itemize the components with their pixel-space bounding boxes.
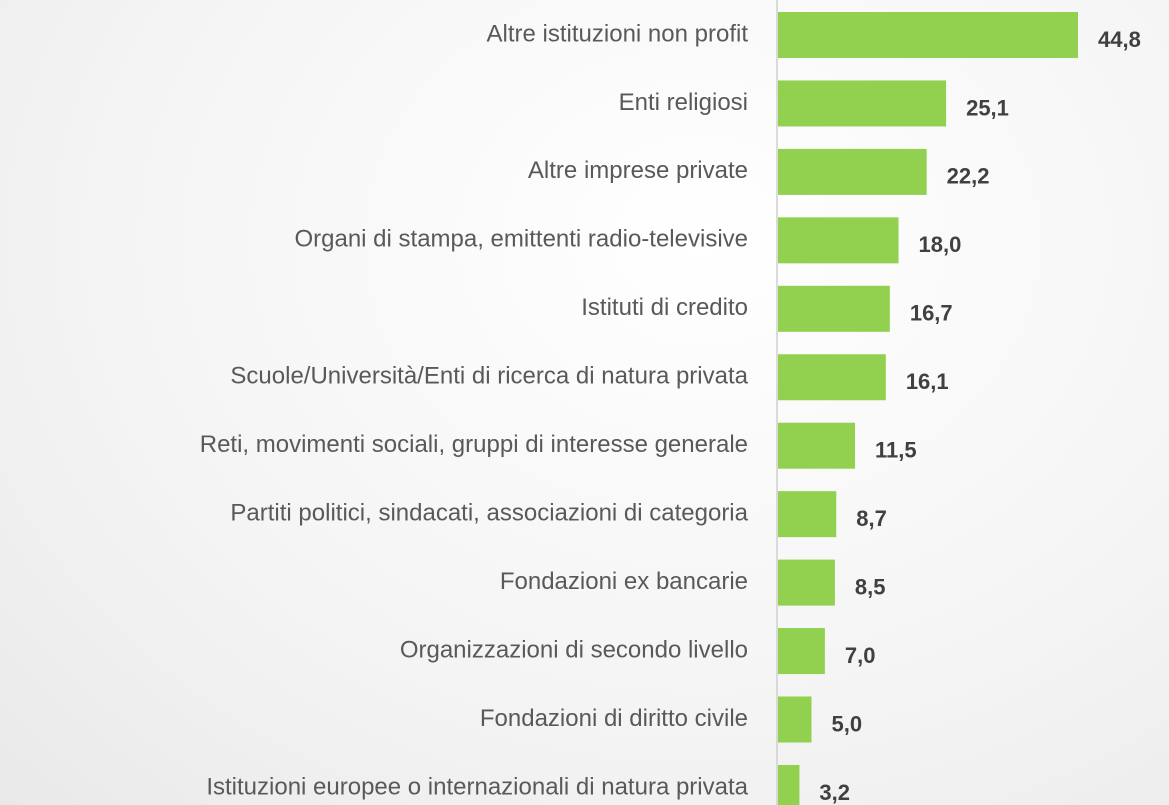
value-label: 8,7 [856, 506, 887, 531]
category-label: Partiti politici, sindacati, associazion… [230, 499, 748, 526]
bar [778, 217, 899, 264]
value-label: 16,7 [910, 301, 953, 326]
value-label: 25,1 [966, 95, 1009, 120]
bar [778, 148, 927, 195]
value-label: 22,2 [947, 164, 990, 189]
bar [778, 354, 886, 401]
bar [778, 696, 812, 743]
value-label: 44,8 [1098, 27, 1141, 52]
value-label: 8,5 [855, 574, 886, 599]
bar [778, 559, 835, 606]
value-label: 11,5 [875, 438, 917, 463]
bar [778, 491, 837, 538]
value-label: 16,1 [906, 369, 949, 394]
category-label: Altre imprese private [528, 157, 748, 184]
category-label: Istituti di credito [581, 294, 748, 321]
value-label: 7,0 [845, 643, 876, 668]
bar [778, 80, 947, 127]
category-label: Altre istituzioni non profit [487, 20, 749, 47]
category-label: Fondazioni di diritto civile [480, 705, 748, 732]
category-label: Enti religiosi [619, 89, 748, 116]
category-label: Istituzioni europee o internazionali di … [206, 773, 748, 800]
bar [778, 628, 825, 675]
bar [778, 422, 856, 469]
bar [778, 285, 890, 332]
bar [778, 12, 1078, 58]
value-label: 3,2 [819, 780, 850, 805]
category-label: Reti, movimenti sociali, gruppi di inter… [200, 431, 748, 458]
category-label: Organi di stampa, emittenti radio-televi… [294, 226, 748, 253]
category-label: Organizzazioni di secondo livello [400, 636, 748, 663]
value-label: 5,0 [831, 711, 862, 736]
bar [778, 764, 800, 805]
category-label: Fondazioni ex bancarie [500, 568, 748, 595]
value-label: 18,0 [919, 232, 962, 257]
category-label: Scuole/Università/Enti di ricerca di nat… [230, 363, 748, 390]
